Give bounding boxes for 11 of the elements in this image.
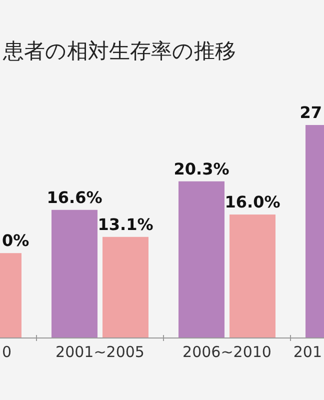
category: 2001~2005 [56,343,144,361]
category: 0 [2,343,12,361]
value-label: 16.0% [224,192,280,212]
annotation: 0% [2,231,30,250]
value-label: 16.6% [46,188,102,207]
value-label: 13.1% [98,214,154,234]
category: 201 [293,343,322,361]
annotation: 27 [300,103,322,122]
category: 2006~2010 [182,343,272,361]
value-label: 20.3% [174,159,230,178]
title: 患者の相対生存率の推移 [3,39,236,63]
